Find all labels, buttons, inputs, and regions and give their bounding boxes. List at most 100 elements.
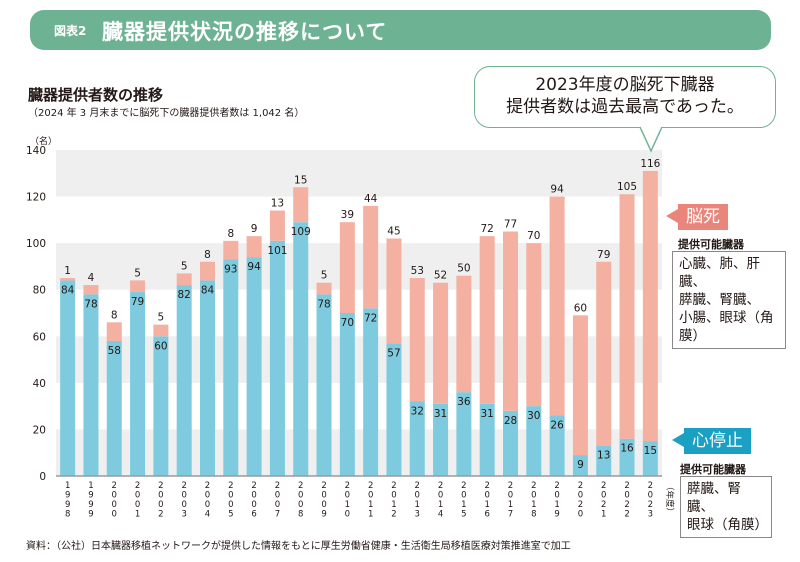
y-tick-label: 60 — [33, 331, 46, 343]
brain-death-organs-label: 提供可能臓器 — [678, 238, 744, 251]
data-label-cardiac-arrest: 28 — [504, 415, 517, 427]
y-axis-unit: （名） — [30, 135, 57, 147]
grid-band — [56, 429, 662, 476]
data-label-brain-death: 8 — [111, 309, 118, 321]
bar-cardiac-arrest — [363, 308, 379, 476]
bar-cardiac-arrest — [269, 240, 285, 476]
data-label-brain-death: 5 — [134, 267, 141, 279]
data-label-brain-death: 8 — [227, 228, 234, 240]
data-label-cardiac-arrest: 78 — [317, 298, 330, 310]
data-label-brain-death: 60 — [574, 302, 587, 314]
bar-cardiac-arrest — [106, 340, 122, 476]
bar-brain-death — [339, 222, 355, 313]
bar-brain-death — [619, 194, 635, 439]
bar-brain-death — [293, 187, 309, 223]
y-tick-label: 80 — [33, 285, 46, 297]
data-label-brain-death: 13 — [271, 198, 284, 210]
bar-cardiac-arrest — [223, 259, 239, 476]
data-label-cardiac-arrest: 109 — [291, 226, 311, 238]
data-label-cardiac-arrest: 70 — [341, 317, 354, 329]
bar-brain-death — [386, 238, 402, 344]
data-label-cardiac-arrest: 82 — [178, 289, 191, 301]
callout-bubble: 2023年度の脳死下臓器 提供者数は過去最高であった。 — [474, 66, 776, 128]
callout-tail — [639, 126, 663, 153]
data-label-brain-death: 70 — [527, 230, 540, 242]
grid-band — [56, 243, 662, 290]
data-label-brain-death: 5 — [321, 270, 328, 282]
data-label-cardiac-arrest: 84 — [201, 284, 215, 296]
data-label-cardiac-arrest: 30 — [527, 410, 540, 422]
grid-band — [56, 150, 662, 197]
data-label-brain-death: 8 — [204, 249, 211, 261]
data-label-cardiac-arrest: 58 — [108, 345, 121, 357]
bar-brain-death — [642, 170, 658, 442]
legend-tag-cardiac-arrest: 心停止 — [672, 428, 751, 454]
cardiac-arrest-organs-label: 提供可能臓器 — [680, 463, 746, 476]
bar-cardiac-arrest — [572, 455, 588, 476]
data-label-cardiac-arrest: 84 — [61, 284, 75, 296]
bar-cardiac-arrest — [153, 336, 169, 476]
figure-label: 図表2 — [54, 24, 87, 38]
bar-cardiac-arrest — [526, 406, 542, 476]
y-tick-label: 0 — [39, 471, 46, 483]
chart-title: 臓器提供者数の推移 — [28, 86, 164, 104]
bar-brain-death — [409, 278, 425, 402]
data-label-brain-death: 116 — [640, 158, 660, 170]
data-label-brain-death: 94 — [550, 184, 564, 196]
bar-brain-death — [83, 285, 99, 295]
data-label-cardiac-arrest: 15 — [644, 445, 657, 457]
bar-cardiac-arrest — [549, 415, 565, 476]
bar-brain-death — [60, 278, 76, 281]
bar-cardiac-arrest — [386, 343, 402, 476]
bar-cardiac-arrest — [316, 294, 332, 476]
data-label-brain-death: 5 — [181, 260, 188, 272]
bar-brain-death — [433, 282, 449, 404]
bar-cardiac-arrest — [293, 222, 309, 476]
data-label-cardiac-arrest: 57 — [387, 347, 400, 359]
callout-line-1: 2023年度の脳死下臓器 — [535, 75, 715, 95]
chart-subtitle: （2024 年 3 月末までに脳死下の臓器提供者数は 1,042 名） — [28, 108, 305, 119]
bar-cardiac-arrest — [642, 441, 658, 476]
y-tick-label: 20 — [33, 424, 46, 436]
bar-brain-death — [526, 243, 542, 407]
bar-brain-death — [479, 236, 495, 404]
bar-cardiac-arrest — [200, 280, 215, 476]
data-label-cardiac-arrest: 13 — [597, 450, 610, 462]
cardiac-arrest-organs-box: 膵臓、腎臓、 眼球（角膜） — [680, 476, 772, 538]
bar-cardiac-arrest — [503, 410, 518, 476]
data-label-cardiac-arrest: 60 — [154, 340, 167, 352]
grid-band — [56, 336, 662, 383]
data-label-cardiac-arrest: 32 — [411, 405, 424, 417]
bar-brain-death — [223, 240, 239, 260]
bar-cardiac-arrest — [130, 292, 146, 476]
bar-cardiac-arrest — [433, 403, 449, 476]
data-label-cardiac-arrest: 78 — [84, 298, 97, 310]
legend-tag-brain-death: 脳死 — [666, 204, 728, 230]
bar-cardiac-arrest — [339, 313, 355, 476]
header-band — [30, 10, 771, 50]
data-label-brain-death: 72 — [481, 223, 494, 235]
brain-death-organs-box: 心臓、肺、肝臓、 膵臓、腎臓、 小腸、眼球（角膜） — [672, 251, 786, 349]
data-label-brain-death: 53 — [411, 265, 424, 277]
data-label-cardiac-arrest: 101 — [267, 245, 287, 257]
y-tick-label: 120 — [26, 192, 46, 204]
data-label-brain-death: 105 — [617, 181, 637, 193]
data-label-brain-death: 77 — [504, 219, 517, 231]
data-label-brain-death: 1 — [64, 265, 71, 277]
bar-brain-death — [503, 231, 518, 411]
